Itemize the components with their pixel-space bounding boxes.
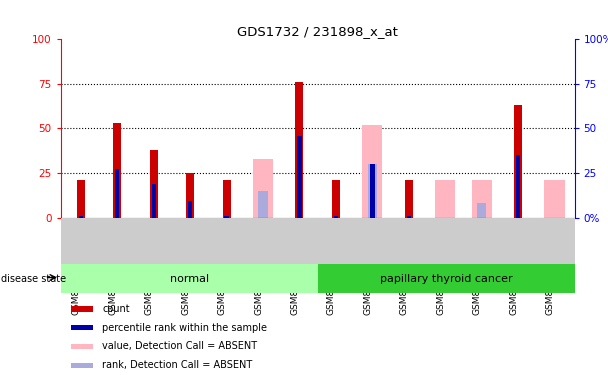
Title: GDS1732 / 231898_x_at: GDS1732 / 231898_x_at: [237, 25, 398, 38]
Bar: [368, 164, 377, 218]
Text: count: count: [102, 304, 130, 314]
Bar: [295, 82, 303, 218]
Bar: [317, 264, 575, 293]
Bar: [151, 184, 156, 218]
Bar: [77, 180, 85, 218]
Bar: [407, 216, 411, 217]
Text: value, Detection Call = ABSENT: value, Detection Call = ABSENT: [102, 342, 257, 351]
Bar: [435, 180, 455, 218]
Bar: [514, 105, 522, 218]
Bar: [61, 264, 317, 293]
Bar: [297, 136, 302, 218]
Bar: [370, 164, 375, 218]
Bar: [223, 180, 230, 218]
Bar: [545, 180, 565, 218]
Bar: [186, 173, 194, 217]
Bar: [334, 216, 338, 217]
Text: normal: normal: [170, 274, 209, 284]
Text: papillary thyroid cancer: papillary thyroid cancer: [380, 274, 513, 284]
Bar: [188, 201, 192, 217]
Bar: [516, 155, 520, 218]
Bar: [71, 363, 93, 368]
Bar: [71, 306, 93, 312]
Bar: [113, 123, 121, 218]
Bar: [362, 125, 382, 217]
Bar: [71, 344, 93, 349]
Text: disease state: disease state: [1, 274, 66, 284]
Bar: [405, 180, 413, 218]
Bar: [258, 191, 268, 217]
Bar: [472, 180, 492, 218]
Bar: [115, 170, 119, 217]
Text: rank, Detection Call = ABSENT: rank, Detection Call = ABSENT: [102, 360, 252, 370]
Bar: [332, 180, 340, 218]
Bar: [253, 159, 273, 218]
Bar: [78, 216, 83, 217]
Bar: [224, 216, 229, 217]
Bar: [477, 203, 486, 217]
Bar: [150, 150, 157, 217]
Bar: [71, 325, 93, 330]
Text: percentile rank within the sample: percentile rank within the sample: [102, 323, 267, 333]
